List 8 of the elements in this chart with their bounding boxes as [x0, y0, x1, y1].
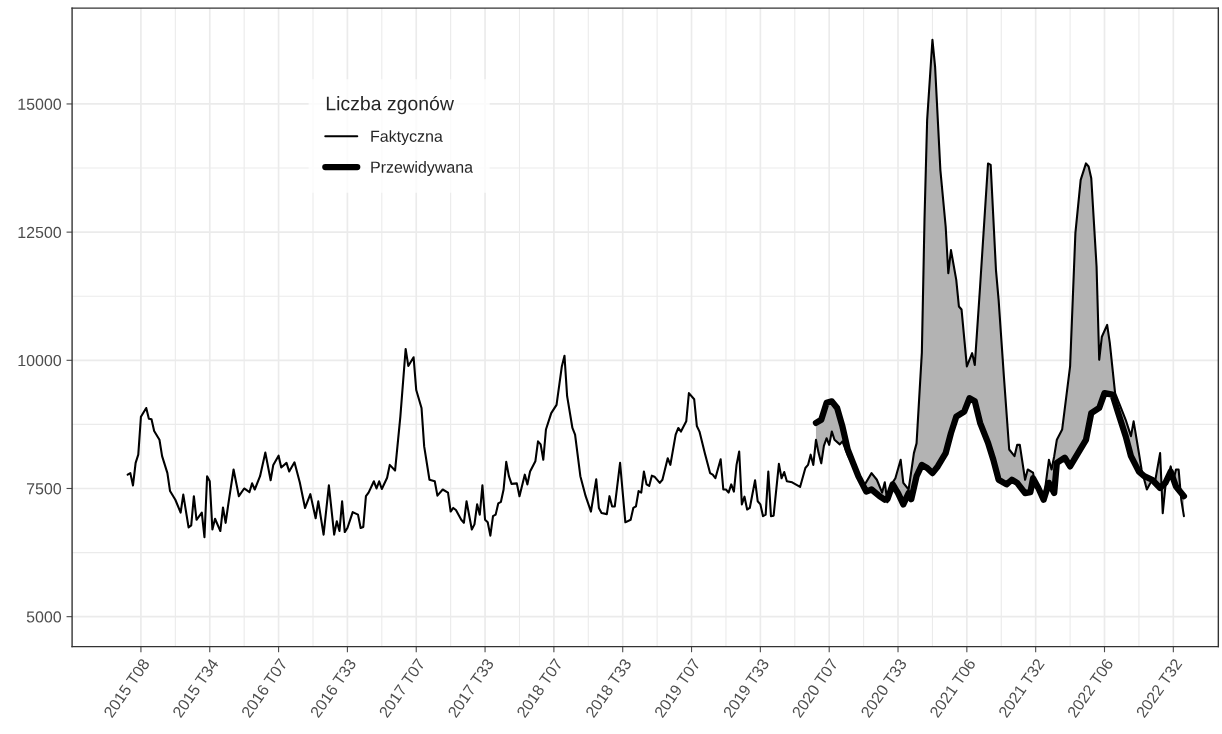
y-tick-label: 10000	[18, 354, 62, 367]
y-tick-label: 15000	[18, 98, 62, 110]
y-tick-label: 5000	[26, 611, 62, 623]
y-tick-label: 12500	[18, 226, 62, 239]
legend-label: Faktyczna	[371, 130, 443, 146]
legend-label: Przewidywana	[371, 161, 473, 176]
y-tick-label: 7500	[26, 483, 62, 495]
legend-title: Liczba zgonów	[326, 95, 454, 115]
